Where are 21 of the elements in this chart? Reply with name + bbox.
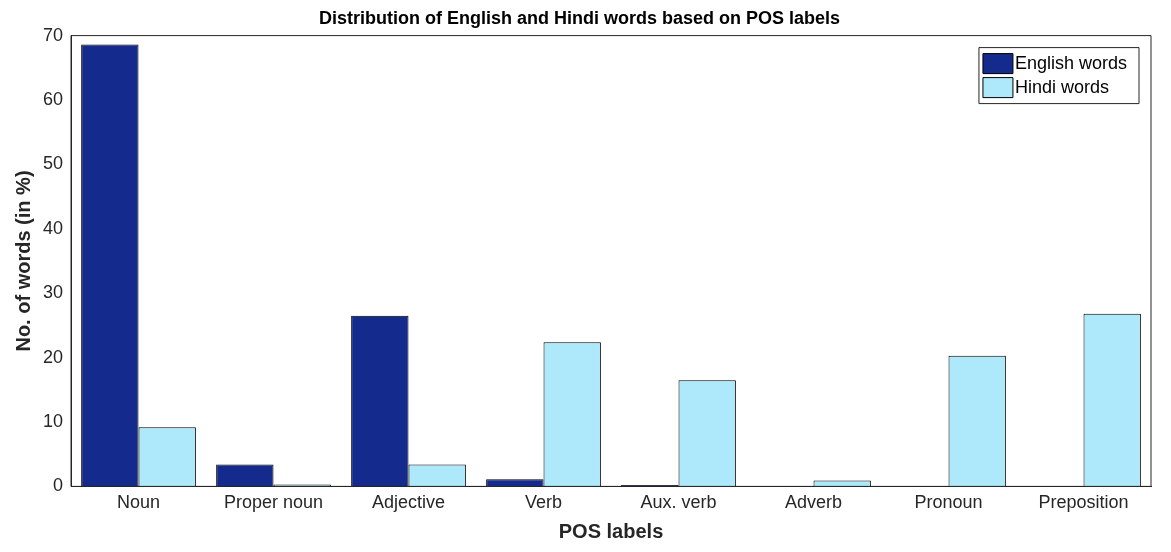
- x-tick-label: Noun: [117, 492, 161, 513]
- legend-label: Hindi words: [1014, 76, 1109, 97]
- y-tick-label: 0: [53, 475, 64, 496]
- y-tick-label: 10: [42, 410, 64, 431]
- y-tick-label: 70: [42, 24, 64, 45]
- x-tick-label: Verb: [525, 492, 563, 513]
- x-tick-label: Pronoun: [914, 492, 983, 513]
- x-tick-label: Aux. verb: [640, 492, 717, 513]
- y-tick-label: 50: [42, 153, 64, 174]
- y-axis-title: No. of words (in %): [11, 170, 34, 352]
- y-tick-label: 30: [42, 282, 64, 303]
- x-axis-title: POS labels: [558, 519, 664, 542]
- y-tick-label: 20: [42, 346, 64, 367]
- legend-label: English words: [1014, 52, 1128, 73]
- x-tick-label: Preposition: [1038, 492, 1129, 513]
- chart-title: Distribution of English and Hindi words based on POS labels: [318, 7, 841, 28]
- x-tick-label: Adverb: [784, 492, 843, 513]
- y-tick-label: 40: [42, 217, 64, 238]
- x-tick-label: Adjective: [371, 492, 446, 513]
- x-tick-label: Proper noun: [223, 492, 324, 513]
- y-tick-label: 60: [42, 88, 64, 109]
